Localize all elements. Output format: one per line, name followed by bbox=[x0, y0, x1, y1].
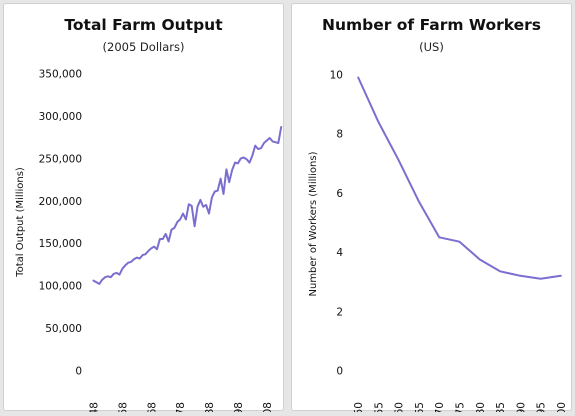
y-tick-label: 250,000 bbox=[39, 153, 82, 165]
y-tick-label: 300,000 bbox=[39, 111, 82, 123]
x-tick-label: 1968 bbox=[146, 402, 158, 412]
x-tick-label: 1998 bbox=[233, 402, 245, 412]
x-tick-label: 1948 bbox=[89, 402, 101, 412]
x-tick-label: 1975 bbox=[455, 402, 467, 412]
x-tick-label: 1990 bbox=[515, 402, 527, 412]
chart-subtitle: (US) bbox=[419, 40, 444, 54]
y-axis-label: Total Output (Millions) bbox=[15, 167, 26, 278]
x-tick-label: 1970 bbox=[434, 402, 446, 412]
x-tick-label: 1965 bbox=[414, 402, 426, 412]
x-tick-label: 1980 bbox=[475, 402, 487, 412]
x-tick-label: 2008 bbox=[262, 402, 274, 412]
y-axis-label: Number of Workers (Millions) bbox=[308, 151, 319, 296]
y-tick-label: 8 bbox=[336, 129, 343, 141]
y-tick-label: 10 bbox=[330, 70, 343, 82]
series-line bbox=[357, 76, 562, 280]
x-tick-label: 1995 bbox=[536, 402, 548, 412]
y-tick-label: 150,000 bbox=[39, 238, 82, 250]
y-tick-label: 100,000 bbox=[39, 281, 82, 293]
farm-workers-chart: Number of Workers (Millions) 0 2 4 6 8 10 1950 1… bbox=[308, 70, 568, 413]
farm-workers-panel: Number of Farm Workers (US) Number of Wo… bbox=[291, 3, 572, 413]
chart-title: Number of Farm Workers bbox=[321, 16, 542, 34]
y-tick-label: 200,000 bbox=[39, 196, 82, 208]
x-tick-label: 1985 bbox=[495, 402, 507, 412]
y-tick-label: 6 bbox=[336, 188, 343, 200]
x-tick-label: 1978 bbox=[175, 402, 187, 412]
total-farm-output-chart: Total Output (Millions) 0 50,000 100,000 150… bbox=[15, 69, 283, 412]
x-tick-label: 1950 bbox=[353, 402, 365, 412]
y-tick-label: 0 bbox=[75, 366, 82, 378]
series-line bbox=[92, 126, 283, 285]
chart-subtitle: (2005 Dollars) bbox=[102, 40, 185, 54]
x-tick-label: 1958 bbox=[117, 402, 129, 412]
total-farm-output-panel: Total Farm Output (2005 Dollars) Total O… bbox=[3, 3, 284, 412]
x-tick-label: 1955 bbox=[373, 402, 385, 412]
chart-title: Total Farm Output bbox=[64, 16, 223, 34]
y-tick-label: 350,000 bbox=[39, 69, 82, 81]
x-tick-label: 1988 bbox=[204, 402, 216, 412]
y-tick-label: 0 bbox=[336, 366, 343, 378]
x-tick-label: 1960 bbox=[394, 402, 406, 412]
x-tick-label: 2000 bbox=[556, 402, 568, 412]
y-tick-label: 2 bbox=[336, 306, 343, 318]
y-tick-label: 50,000 bbox=[45, 323, 82, 335]
y-tick-label: 4 bbox=[336, 247, 343, 259]
